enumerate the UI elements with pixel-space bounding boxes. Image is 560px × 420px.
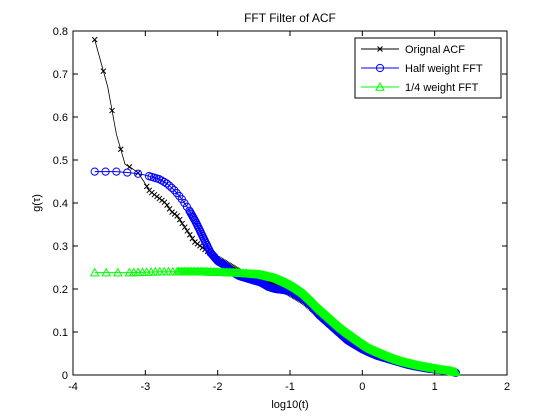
series-0-marker bbox=[117, 146, 124, 153]
y-tick-label: 0.2 bbox=[53, 284, 68, 296]
legend-label: Orignal ACF bbox=[405, 44, 465, 56]
series-1-marker bbox=[165, 181, 174, 190]
y-tick-label: 0.5 bbox=[53, 155, 68, 167]
y-tick-label: 0 bbox=[62, 370, 68, 382]
legend-label: 1/4 weight FFT bbox=[405, 82, 479, 94]
x-tick-label: -4 bbox=[68, 381, 78, 393]
y-tick-label: 0.1 bbox=[53, 327, 68, 339]
series-0-marker bbox=[164, 202, 170, 209]
legend-label: Half weight FFT bbox=[405, 63, 483, 75]
axis-ticks: -4 -3 -2 -1 0 1 2 0 0.1 0.2 0.3 0.4 0.5 0.6 0.7 0.8 bbox=[53, 26, 510, 393]
series-0-marker bbox=[186, 231, 193, 238]
chart-title: FFT Filter of ACF bbox=[244, 11, 336, 25]
series-0-marker bbox=[179, 220, 186, 227]
x-tick-label: 1 bbox=[432, 381, 438, 393]
series-0-marker bbox=[174, 213, 181, 219]
series-1-marker bbox=[134, 169, 143, 178]
series-2 bbox=[89, 266, 461, 377]
x-tick-label: 0 bbox=[359, 381, 365, 393]
legend-swatch-marker bbox=[377, 46, 383, 52]
legend-swatch-marker bbox=[375, 63, 385, 73]
series-1-marker bbox=[162, 179, 171, 188]
series-1-marker bbox=[167, 183, 176, 192]
x-tick-label: -3 bbox=[140, 381, 150, 393]
y-tick-label: 0.4 bbox=[53, 198, 68, 210]
y-axis-title: g(τ) bbox=[31, 194, 43, 212]
series-layer bbox=[89, 36, 461, 377]
x-tick-label: 2 bbox=[504, 381, 510, 393]
series-1-marker bbox=[123, 168, 132, 177]
series-0-marker bbox=[135, 170, 141, 176]
series-0-marker bbox=[176, 216, 183, 223]
legend-item: Orignal ACF bbox=[361, 44, 465, 56]
y-tick-label: 0.6 bbox=[53, 112, 68, 124]
y-tick-label: 0.8 bbox=[53, 26, 68, 38]
series-0-marker bbox=[143, 183, 150, 190]
y-tick-label: 0.7 bbox=[53, 69, 68, 81]
series-0-marker bbox=[100, 68, 107, 74]
series-1-marker bbox=[101, 167, 110, 176]
series-0-marker bbox=[181, 224, 188, 231]
series-1-marker bbox=[90, 167, 99, 176]
y-tick-label: 0.3 bbox=[53, 241, 68, 253]
x-tick-label: -2 bbox=[213, 381, 223, 393]
series-0-marker bbox=[109, 107, 115, 114]
series-0-marker bbox=[184, 228, 191, 234]
x-axis-title: log10(t) bbox=[271, 399, 308, 411]
x-tick-label: -1 bbox=[285, 381, 295, 393]
legend-swatch-marker bbox=[375, 81, 385, 91]
series-0-marker bbox=[91, 36, 98, 43]
series-0-marker bbox=[189, 235, 196, 242]
legend-item: 1/4 weight FFT bbox=[361, 81, 479, 94]
legend: Orignal ACF Half weight FFT 1/4 weight FFT bbox=[354, 37, 502, 99]
legend-items: Orignal ACF Half weight FFT 1/4 weight FFT bbox=[361, 44, 483, 94]
series-2-marker bbox=[101, 267, 112, 277]
series-2-marker bbox=[112, 267, 123, 277]
series-2-marker bbox=[89, 267, 100, 277]
series-2-marker bbox=[451, 367, 461, 377]
series-1-marker bbox=[112, 167, 121, 176]
legend-item: Half weight FFT bbox=[361, 63, 483, 75]
